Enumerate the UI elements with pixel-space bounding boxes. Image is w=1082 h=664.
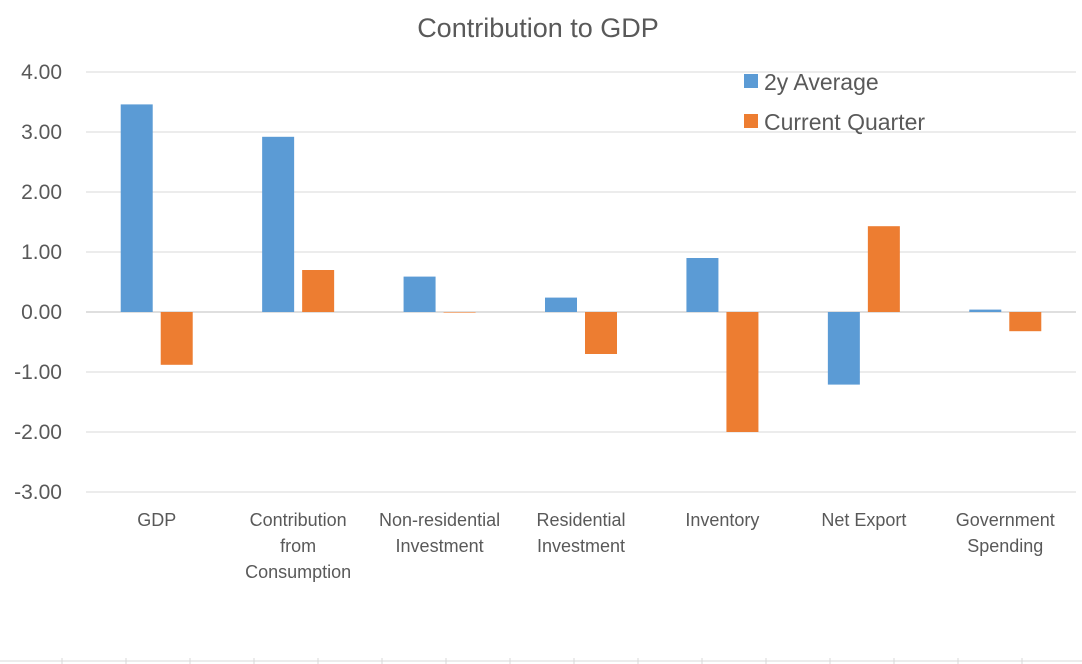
x-tick-label-line: GDP <box>137 510 176 530</box>
x-tick-label-line: Investment <box>537 536 625 556</box>
bar-current-quarter <box>867 226 900 312</box>
legend-swatch-current-quarter <box>744 114 758 128</box>
x-tick-label-line: from <box>280 536 316 556</box>
x-tick-label-line: Contribution <box>250 510 347 530</box>
x-tick-label-line: Net Export <box>821 510 906 530</box>
bar-current-quarter <box>160 312 193 365</box>
chart-title: Contribution to GDP <box>417 13 659 43</box>
bars-layer <box>120 104 1042 432</box>
x-tick-label-line: Investment <box>396 536 484 556</box>
legend-label-current-quarter: Current Quarter <box>764 109 925 135</box>
bar-2y-average <box>969 309 1002 312</box>
bar-current-quarter <box>1009 312 1042 332</box>
bar-current-quarter <box>726 312 759 432</box>
y-tick-label: -1.00 <box>14 361 62 384</box>
y-tick-label: 0.00 <box>21 301 62 324</box>
grid-layer <box>86 71 1076 493</box>
bar-2y-average <box>120 104 153 313</box>
y-tick-label: 2.00 <box>21 181 62 204</box>
y-tick-label: -3.00 <box>14 481 62 504</box>
bar-current-quarter <box>443 312 476 313</box>
x-tick-label: GDP <box>137 510 176 530</box>
x-axis-labels: GDP Contribution from Consumption Non-reside… <box>137 510 1055 582</box>
bar-2y-average <box>403 276 436 312</box>
bar-2y-average <box>827 312 860 385</box>
legend-swatch-2y-average <box>744 74 758 88</box>
y-tick-label: 4.00 <box>21 61 62 84</box>
x-tick-label: Net Export <box>821 510 906 530</box>
bar-2y-average <box>686 258 719 312</box>
x-tick-label: Inventory <box>685 510 759 530</box>
bar-current-quarter <box>302 270 335 312</box>
x-tick-label-line: Consumption <box>245 562 351 582</box>
x-tick-label: Government Spending <box>956 510 1055 556</box>
x-tick-label-line: Government <box>956 510 1055 530</box>
x-tick-label-line: Spending <box>967 536 1043 556</box>
bar-2y-average <box>262 136 295 312</box>
y-tick-label: 1.00 <box>21 241 62 264</box>
y-tick-label: -2.00 <box>14 421 62 444</box>
legend-label-2y-average: 2y Average <box>764 69 879 95</box>
x-tick-label: Residential Investment <box>536 510 625 556</box>
y-axis-ticks: 4.00 3.00 2.00 1.00 0.00 -1.00 -2.00 -3.00 <box>14 61 62 504</box>
x-tick-label-line: Non-residential <box>379 510 500 530</box>
bottom-axis-strip <box>0 658 1082 664</box>
bar-2y-average <box>545 297 577 312</box>
x-tick-label-line: Residential <box>536 510 625 530</box>
legend: 2y Average Current Quarter <box>744 69 925 135</box>
x-tick-label: Non-residential Investment <box>379 510 500 556</box>
x-tick-label-line: Inventory <box>685 510 759 530</box>
bar-current-quarter <box>585 312 617 354</box>
x-tick-label: Contribution from Consumption <box>245 510 351 582</box>
y-tick-label: 3.00 <box>21 121 62 144</box>
